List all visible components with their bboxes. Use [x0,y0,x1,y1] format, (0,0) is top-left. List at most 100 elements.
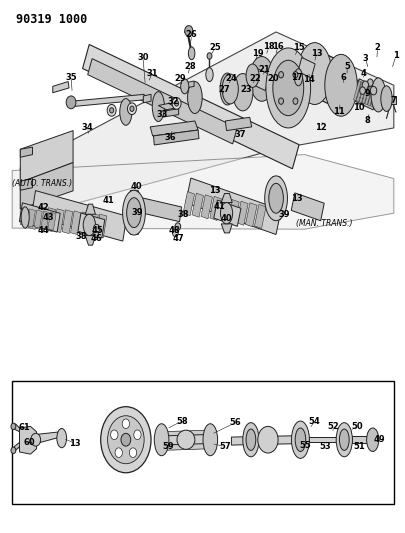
Text: 58: 58 [176,417,187,425]
Polygon shape [370,87,377,107]
Text: 23: 23 [240,85,252,93]
Circle shape [129,448,136,457]
Polygon shape [290,193,324,221]
Text: (AUTO. TRANS.): (AUTO. TRANS.) [12,179,72,188]
Text: 7: 7 [390,96,396,104]
Polygon shape [41,211,49,229]
Circle shape [93,224,100,233]
Text: 40: 40 [131,182,142,191]
Ellipse shape [249,56,273,101]
Text: 9: 9 [364,89,369,98]
Ellipse shape [57,429,66,448]
Polygon shape [28,206,38,229]
Polygon shape [53,209,64,232]
Polygon shape [19,203,60,232]
Polygon shape [374,89,382,92]
Polygon shape [79,212,90,236]
Text: 13: 13 [209,186,220,195]
Circle shape [184,26,192,36]
Text: 36: 36 [164,133,176,142]
Polygon shape [143,94,151,103]
Ellipse shape [187,82,202,114]
Polygon shape [358,83,366,103]
Circle shape [172,98,181,109]
Polygon shape [356,82,363,102]
Circle shape [66,96,76,109]
Text: 20: 20 [266,74,278,83]
Polygon shape [303,50,349,108]
Polygon shape [221,193,232,203]
Ellipse shape [122,190,145,235]
Polygon shape [254,204,265,229]
Text: 26: 26 [185,30,197,39]
Text: 50: 50 [351,422,362,431]
Polygon shape [183,191,194,216]
Ellipse shape [245,429,255,450]
Text: 53: 53 [318,442,330,450]
Ellipse shape [152,92,164,122]
Text: 13: 13 [290,194,301,203]
Text: 31: 31 [146,69,158,77]
Polygon shape [20,147,32,157]
Ellipse shape [232,74,252,111]
Polygon shape [352,436,372,443]
Circle shape [359,87,364,94]
Text: 27: 27 [218,85,230,93]
Polygon shape [36,432,64,443]
Ellipse shape [297,43,331,104]
Text: 13: 13 [69,439,81,448]
Text: 32: 32 [168,97,179,106]
Polygon shape [185,178,280,235]
Polygon shape [71,94,145,107]
Polygon shape [78,213,104,238]
Polygon shape [209,196,221,221]
Polygon shape [268,177,283,185]
Circle shape [109,108,113,113]
Ellipse shape [180,79,188,94]
Polygon shape [249,67,269,91]
Text: 39: 39 [131,208,143,217]
Text: 35: 35 [65,73,77,82]
Polygon shape [34,210,42,228]
Ellipse shape [335,423,352,457]
Ellipse shape [268,183,283,213]
Text: 38: 38 [75,232,87,240]
Ellipse shape [265,48,310,128]
Text: 61: 61 [19,424,30,432]
Circle shape [100,407,151,473]
Text: 90319 1000: 90319 1000 [16,13,87,26]
Text: 18: 18 [262,43,274,51]
Circle shape [172,229,178,237]
Circle shape [11,423,16,430]
Circle shape [175,223,180,230]
Text: 14: 14 [302,76,313,84]
Text: 4: 4 [360,69,365,78]
Polygon shape [70,211,81,235]
Circle shape [31,433,40,446]
Text: 47: 47 [173,234,184,243]
Polygon shape [218,198,230,222]
Polygon shape [221,224,232,233]
Ellipse shape [177,430,194,449]
Polygon shape [96,214,107,238]
Text: 30: 30 [137,53,148,61]
Text: 29: 29 [175,74,186,83]
Polygon shape [20,179,32,190]
Text: 3: 3 [362,54,367,63]
Text: 13: 13 [310,49,322,58]
Polygon shape [225,117,251,131]
Text: 5: 5 [343,62,349,71]
Polygon shape [85,204,95,214]
Text: 60: 60 [23,438,35,447]
Ellipse shape [245,64,258,87]
Polygon shape [364,85,371,105]
Text: 44: 44 [38,226,49,235]
Polygon shape [150,121,198,136]
Polygon shape [373,88,380,108]
Polygon shape [27,209,35,227]
Text: 22: 22 [249,74,260,83]
Ellipse shape [366,428,378,451]
Polygon shape [137,197,181,222]
Polygon shape [153,130,198,145]
Polygon shape [126,225,141,235]
